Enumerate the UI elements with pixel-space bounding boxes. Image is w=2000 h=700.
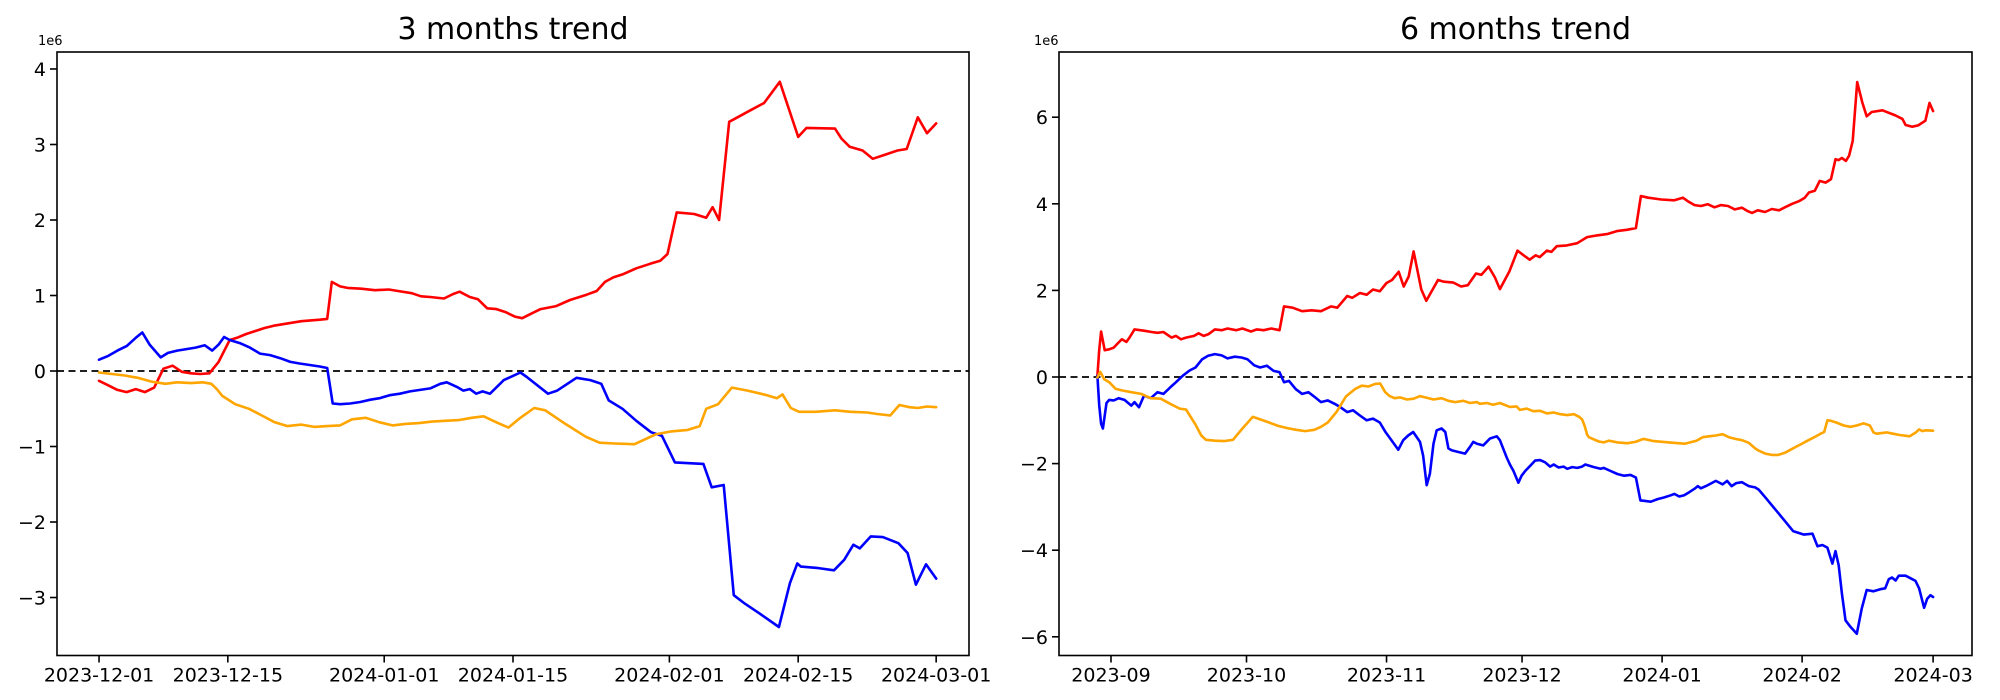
left-chart-orange-line	[97, 371, 938, 446]
right-chart-orange-line	[1096, 370, 1935, 457]
left-x-tick-label: 2024-01-01	[329, 665, 439, 687]
left-chart-title: 3 months trend	[397, 12, 629, 47]
right-y-tick-label: −6	[1020, 627, 1048, 649]
right-axis-offset-label: 1e6	[1034, 34, 1059, 49]
left-y-tick-label: 3	[34, 134, 46, 156]
left-x-tick-label: 2023-12-01	[44, 665, 154, 687]
right-x-tick-label: 2023-11	[1347, 665, 1426, 687]
left-y-tick-label: 1	[34, 285, 46, 307]
right-chart-title: 6 months trend	[1399, 12, 1632, 47]
left-y-tick-label: 0	[34, 361, 46, 383]
left-x-tick-label: 2024-02-01	[614, 665, 724, 687]
right-plot-spines	[1058, 51, 1973, 657]
left-x-tick-label: 2024-03-01	[881, 665, 991, 687]
right-y-tick-label: 2	[1036, 280, 1048, 302]
left-y-tick-label: 4	[34, 59, 46, 81]
right-x-tick-label: 2023-09	[1071, 665, 1150, 687]
right-y-tick-label: −2	[1020, 454, 1048, 476]
right-chart-red-line	[1096, 80, 1935, 378]
left-chart-blue-line	[97, 331, 938, 629]
right-y-tick-label: 4	[1036, 194, 1048, 216]
right-x-tick-label: 2024-01	[1622, 665, 1701, 687]
right-y-tick-label: 0	[1036, 367, 1048, 389]
left-y-tick-label: 2	[34, 210, 46, 232]
left-y-tick-label: −3	[18, 588, 46, 610]
left-plot-spines	[56, 51, 970, 657]
left-chart-red-line	[97, 80, 938, 394]
right-x-tick-label: 2024-02	[1762, 665, 1841, 687]
right-x-tick-label: 2024-03	[1893, 665, 1972, 687]
left-x-tick-label: 2023-12-15	[173, 665, 283, 687]
right-chart-blue-line	[1096, 352, 1935, 636]
left-x-tick-label: 2024-02-15	[743, 665, 853, 687]
left-axis-offset-label: 1e6	[38, 34, 63, 49]
right-y-tick-label: −4	[1020, 540, 1048, 562]
left-x-tick-label: 2024-01-15	[458, 665, 568, 687]
left-y-tick-label: −1	[18, 437, 46, 459]
right-x-tick-label: 2023-12	[1482, 665, 1561, 687]
right-y-tick-label: 6	[1036, 107, 1048, 129]
right-x-tick-label: 2023-10	[1207, 665, 1286, 687]
left-y-tick-label: −2	[18, 512, 46, 534]
